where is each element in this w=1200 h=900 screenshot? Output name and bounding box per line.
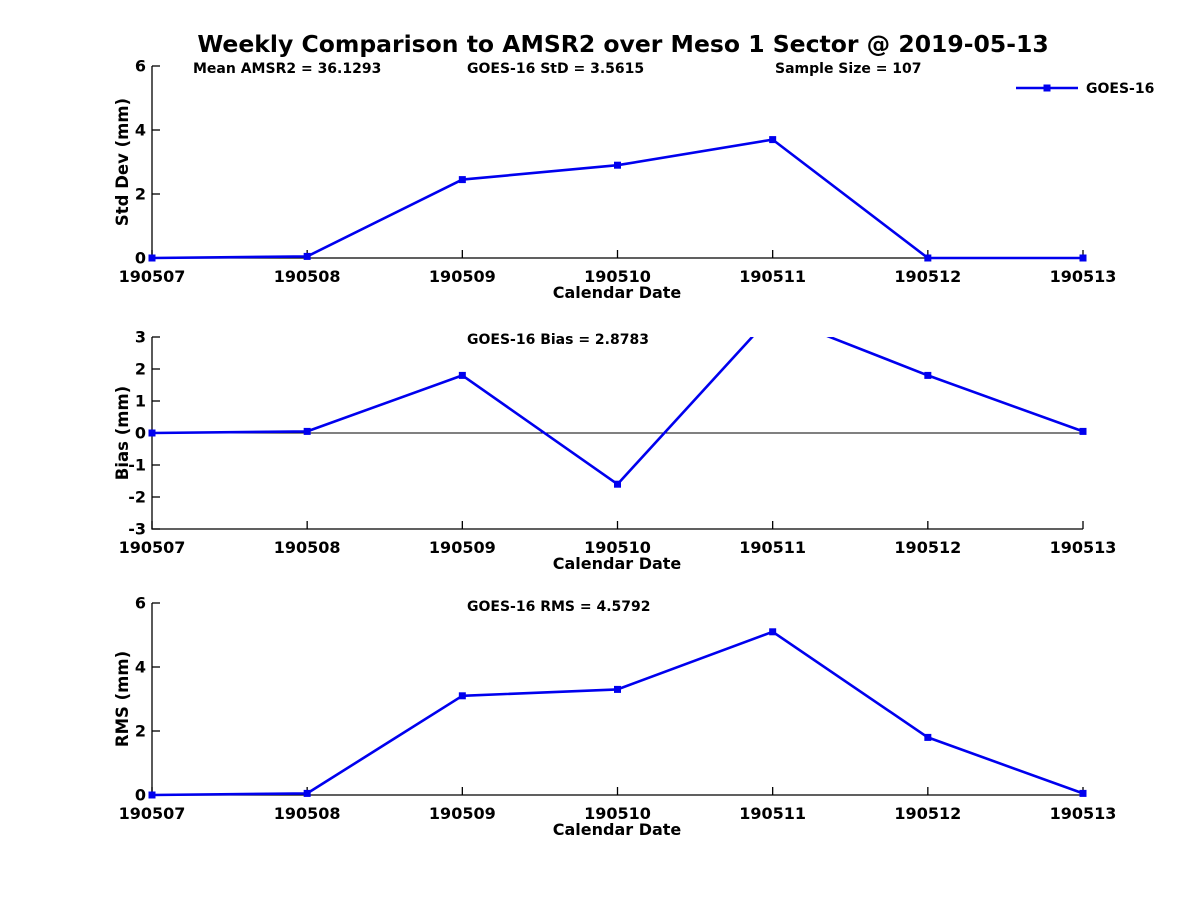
- data-point-marker: [1079, 254, 1087, 262]
- y-tick-label: 2: [135, 185, 146, 204]
- data-point-marker: [924, 733, 932, 741]
- data-line: [151, 138, 1083, 260]
- y-tick-label: -1: [128, 456, 146, 475]
- stddev-plot: 0 2 4 6 190507 190508 190509 190510 190511 190512…: [119, 57, 1117, 287]
- ylabel-bias: Bias (mm): [113, 386, 132, 480]
- y-tick-label: 6: [135, 594, 146, 613]
- legend-marker: [1043, 84, 1051, 92]
- y-tick-label: 0: [135, 786, 146, 805]
- data-point-marker: [303, 789, 311, 797]
- legend: GOES-16: [1016, 81, 1154, 97]
- x-tick-label: 190509: [429, 267, 496, 286]
- data-point-marker: [148, 791, 156, 799]
- annotation-mean-amsr2: Mean AMSR2 = 36.1293: [193, 61, 381, 77]
- y-tick-label: 2: [135, 722, 146, 741]
- x-tick-label: 190508: [274, 804, 341, 823]
- y-tick-label: 0: [135, 424, 146, 443]
- data-point-marker: [924, 371, 932, 379]
- x-tick-label: 190512: [894, 538, 961, 557]
- y-tick-label: 0: [135, 249, 146, 268]
- x-tick-label: 190509: [429, 804, 496, 823]
- data-point-marker: [614, 685, 621, 693]
- annotation-goes16-bias: GOES-16 Bias = 2.8783: [467, 332, 649, 348]
- data-point-marker: [458, 371, 466, 379]
- annotation-goes16-std: GOES-16 StD = 3.5615: [467, 61, 644, 77]
- figure-title: Weekly Comparison to AMSR2 over Meso 1 S…: [197, 30, 1048, 58]
- data-point-marker: [1079, 789, 1087, 797]
- annotation-goes16-rms: GOES-16 RMS = 4.5792: [467, 599, 651, 615]
- data-point-marker: [769, 136, 777, 144]
- legend-label: GOES-16: [1086, 81, 1154, 97]
- data-point-marker: [458, 692, 466, 700]
- x-tick-label: 190510: [584, 267, 651, 286]
- x-tick-label: 190511: [739, 267, 806, 286]
- x-tick-label: 190512: [894, 267, 961, 286]
- data-point-marker: [458, 176, 466, 184]
- data-point-marker: [303, 252, 311, 260]
- y-tick-label: 1: [135, 392, 146, 411]
- data-point-marker: [1079, 427, 1087, 435]
- data-point-marker: [148, 254, 156, 262]
- xlabel-calendar-date-2: Calendar Date: [553, 554, 682, 573]
- data-point-marker: [924, 254, 932, 262]
- x-tick-label: 190509: [429, 538, 496, 557]
- y-tick-label: 4: [135, 121, 146, 140]
- ylabel-stddev: Std Dev (mm): [113, 98, 132, 226]
- x-tick-label: 190513: [1050, 267, 1117, 286]
- y-tick-label: 3: [135, 328, 146, 347]
- x-tick-label: 190508: [274, 267, 341, 286]
- x-tick-label: 190510: [584, 804, 651, 823]
- xlabel-calendar-date-3: Calendar Date: [553, 820, 682, 839]
- data-point-marker: [614, 161, 621, 169]
- x-tick-label: 190512: [894, 804, 961, 823]
- y-tick-label: -2: [128, 488, 146, 507]
- x-tick-label: 190511: [739, 804, 806, 823]
- annotation-sample-size: Sample Size = 107: [775, 61, 922, 77]
- x-tick-label: 190513: [1050, 804, 1117, 823]
- y-tick-label: -3: [128, 520, 146, 539]
- ylabel-rms: RMS (mm): [113, 651, 132, 747]
- x-tick-label: 190511: [739, 538, 806, 557]
- x-tick-label: 190507: [119, 538, 186, 557]
- x-tick-label: 190513: [1050, 538, 1117, 557]
- y-tick-label: 6: [135, 57, 146, 76]
- axis-frame: [151, 603, 1083, 796]
- bias-plot: -3 -2 -1 0 1 2 3 190507 190508 190509 190510 190511…: [119, 328, 1117, 558]
- x-tick-label: 190508: [274, 538, 341, 557]
- x-tick-label: 190507: [119, 267, 186, 286]
- x-tick-label: 190510: [584, 538, 651, 557]
- rms-plot: 0 2 4 6 190507 190508 190509 190510 190511 190512…: [119, 594, 1117, 824]
- data-line: [151, 630, 1084, 797]
- data-point-marker: [769, 628, 777, 636]
- y-tick-label: 4: [135, 658, 146, 677]
- data-point-marker: [148, 429, 156, 437]
- y-tick-label: 2: [135, 360, 146, 379]
- data-point-marker: [303, 427, 311, 435]
- xlabel-calendar-date-1: Calendar Date: [553, 283, 682, 302]
- data-point-marker: [614, 480, 621, 488]
- x-tick-label: 190507: [119, 804, 186, 823]
